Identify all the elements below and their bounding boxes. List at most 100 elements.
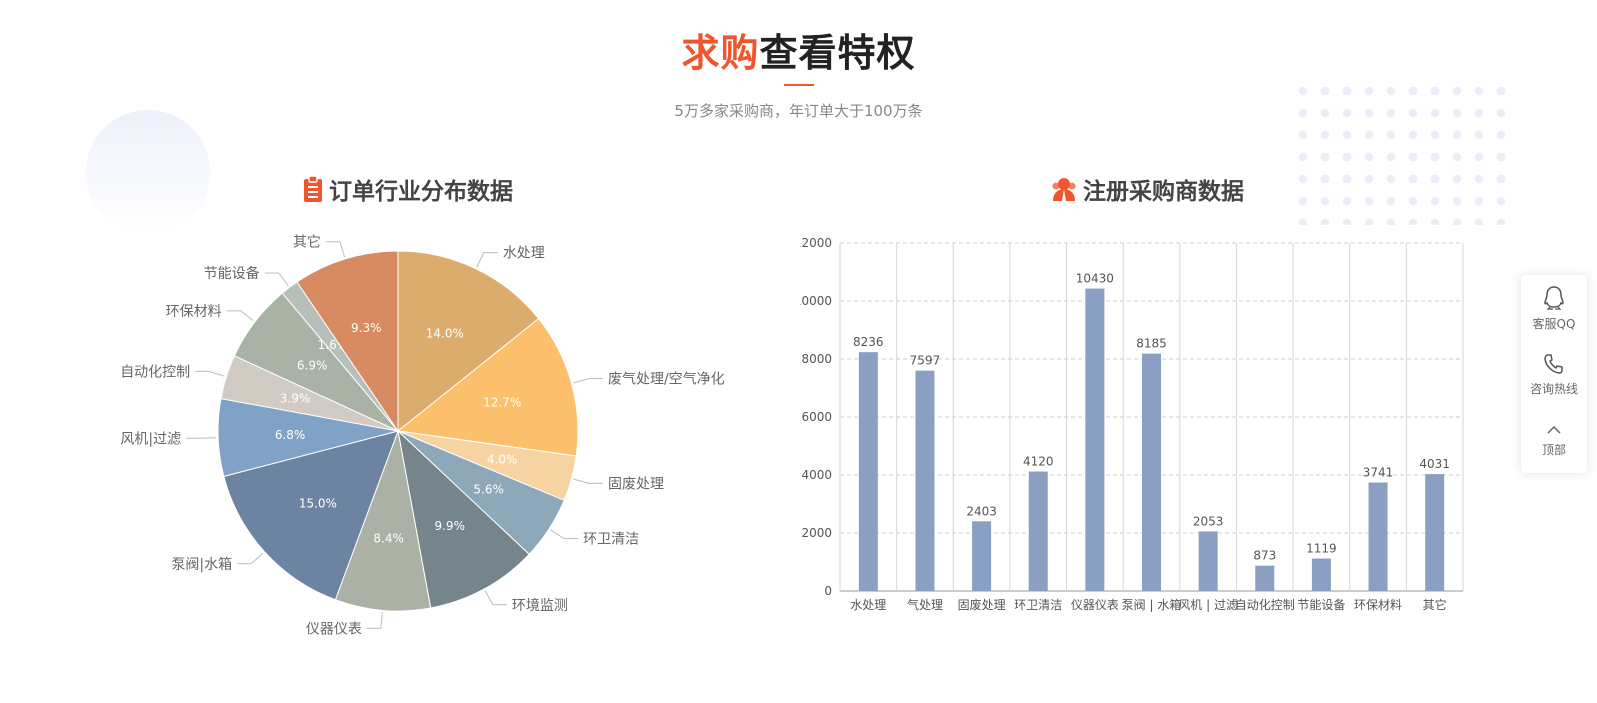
bar-value-label: 4120	[1023, 455, 1054, 469]
pie-slice-percent: 3.9%	[280, 391, 311, 405]
bar-value-label: 1119	[1306, 542, 1337, 556]
pie-slice-percent: 4.0%	[487, 453, 518, 467]
back-to-top-label: 顶部	[1541, 442, 1566, 457]
pie-slice-percent: 8.4%	[373, 532, 404, 546]
bar-chart-title: 注册采购商数据	[1083, 179, 1244, 205]
decorative-dot-grid	[1292, 80, 1507, 225]
bar-value-label: 8185	[1136, 337, 1167, 351]
bar[interactable]	[1311, 558, 1331, 591]
page-header: 求购查看特权 5万多家采购商，年订单大于100万条	[0, 28, 1597, 121]
pie-slice[interactable]	[397, 250, 540, 433]
bar[interactable]	[1368, 482, 1388, 591]
bar-value-label: 10430	[1076, 272, 1114, 286]
pie-leader-line	[476, 252, 498, 268]
bar[interactable]	[915, 370, 935, 591]
pie-slice-name: 水处理	[503, 246, 545, 262]
back-to-top-button[interactable]: 顶部	[1521, 407, 1587, 473]
hotline-label: 咨询热线	[1529, 381, 1578, 396]
x-category-label: 节能设备	[1297, 598, 1345, 612]
bar-value-label: 3741	[1363, 466, 1394, 480]
pie-leader-line	[186, 437, 217, 439]
bar[interactable]	[1085, 288, 1105, 591]
bar-value-label: 2053	[1193, 514, 1224, 528]
pie-slice-percent: 15.0%	[299, 496, 337, 510]
x-category-label: 风机 | 过滤	[1178, 598, 1238, 612]
pie-slice-percent: 5.6%	[473, 483, 504, 497]
pie-slice[interactable]	[296, 250, 399, 433]
bar-value-label: 2403	[966, 504, 997, 518]
pie-leader-line	[484, 590, 507, 606]
title-underline	[783, 84, 814, 86]
pie-slice-name: 固废处理	[608, 476, 664, 492]
bar[interactable]	[972, 521, 992, 591]
pie-slice-percent: 6.8%	[275, 428, 306, 442]
y-tick-label: 10000	[800, 294, 832, 308]
pie-slice[interactable]	[397, 429, 530, 609]
qq-service-button[interactable]: 客服QQ	[1521, 275, 1587, 341]
pie-slice-percent: 6.9%	[297, 358, 328, 372]
hotline-button[interactable]: 咨询热线	[1521, 341, 1587, 407]
pie-slice-name: 节能设备	[204, 265, 260, 282]
pie-leader-line	[573, 378, 603, 384]
bar[interactable]	[1198, 531, 1218, 591]
bar-chart: 0 2000 4000 6000 8000 10000 12000 8236 水处理 7597 气处…	[800, 236, 1464, 612]
page-title-rest: 查看特权	[759, 31, 916, 75]
pie-slice-name: 其它	[293, 234, 321, 251]
pie-leader-line	[366, 612, 383, 629]
bar[interactable]	[1255, 565, 1275, 591]
pie-chart: 14.0% 水处理 12.7% 废气处理/空气净化 4.0% 固废处理 5.6% 环卫清洁 9.…	[120, 234, 725, 638]
x-category-label: 环卫清洁	[1014, 598, 1062, 612]
qq-icon	[1544, 285, 1564, 310]
pie-slice-name: 环卫清洁	[583, 532, 639, 548]
page-subtitle: 5万多家采购商，年订单大于100万条	[674, 102, 923, 120]
pie-slice-percent: 12.7%	[483, 395, 521, 409]
bar[interactable]	[858, 352, 878, 591]
bar-section-title: 注册采购商数据	[1051, 172, 1244, 206]
x-category-label: 环保材料	[1354, 598, 1402, 612]
pie-slice-percent: 14.0%	[426, 327, 464, 341]
pie-leader-line	[195, 370, 225, 377]
x-category-label: 气处理	[907, 597, 943, 612]
pie-slice-name: 风机|过滤	[120, 431, 181, 447]
pie-chart-title: 订单行业分布数据	[329, 179, 513, 205]
pie-leader-line	[550, 529, 579, 540]
page-title-highlight: 求购	[681, 31, 760, 75]
pie-slice[interactable]	[223, 430, 399, 601]
pie-section-title: 订单行业分布数据	[303, 172, 513, 206]
decorative-circle	[86, 110, 210, 234]
y-tick-label: 12000	[800, 236, 832, 250]
pie-leader-line	[226, 310, 254, 322]
pie-slice-percent: 9.3%	[351, 321, 382, 335]
pie-slice-name: 自动化控制	[120, 364, 190, 380]
page-title: 求购查看特权	[0, 28, 1597, 78]
users-icon	[1052, 178, 1076, 201]
y-tick-label: 4000	[801, 468, 832, 482]
bar[interactable]	[1028, 471, 1048, 591]
x-category-label: 水处理	[850, 598, 886, 612]
pie-slice[interactable]	[334, 429, 432, 612]
qq-service-label: 客服QQ	[1532, 316, 1576, 331]
pie-slice-name: 环境监测	[512, 598, 568, 614]
y-tick-label: 2000	[801, 526, 832, 540]
bar[interactable]	[1142, 353, 1161, 591]
clipboard-icon	[304, 175, 322, 202]
x-category-label: 仪器仪表	[1071, 598, 1119, 612]
bar-value-label: 873	[1253, 549, 1276, 563]
pie-leader-line	[237, 552, 264, 565]
pie-slice-name: 仪器仪表	[306, 621, 362, 637]
x-category-label: 其它	[1423, 597, 1447, 612]
pie-slice-name: 废气处理/空气净化	[608, 372, 725, 388]
x-category-label: 固废处理	[958, 597, 1006, 612]
x-category-label: 泵阀 | 水箱	[1122, 597, 1182, 612]
pie-leader-line	[573, 478, 603, 484]
bar[interactable]	[1425, 474, 1445, 591]
pie-slice-name: 环保材料	[166, 304, 222, 320]
pie-leader-line	[264, 272, 289, 287]
chevron-up-icon	[1547, 425, 1561, 434]
x-category-label: 自动化控制	[1235, 598, 1295, 612]
y-tick-label: 0	[824, 584, 832, 598]
pie-slice[interactable]	[396, 317, 579, 457]
pie-slice-percent: 9.9%	[434, 519, 465, 533]
pie-slice-name: 泵阀|水箱	[171, 557, 232, 573]
y-tick-label: 8000	[801, 352, 832, 366]
